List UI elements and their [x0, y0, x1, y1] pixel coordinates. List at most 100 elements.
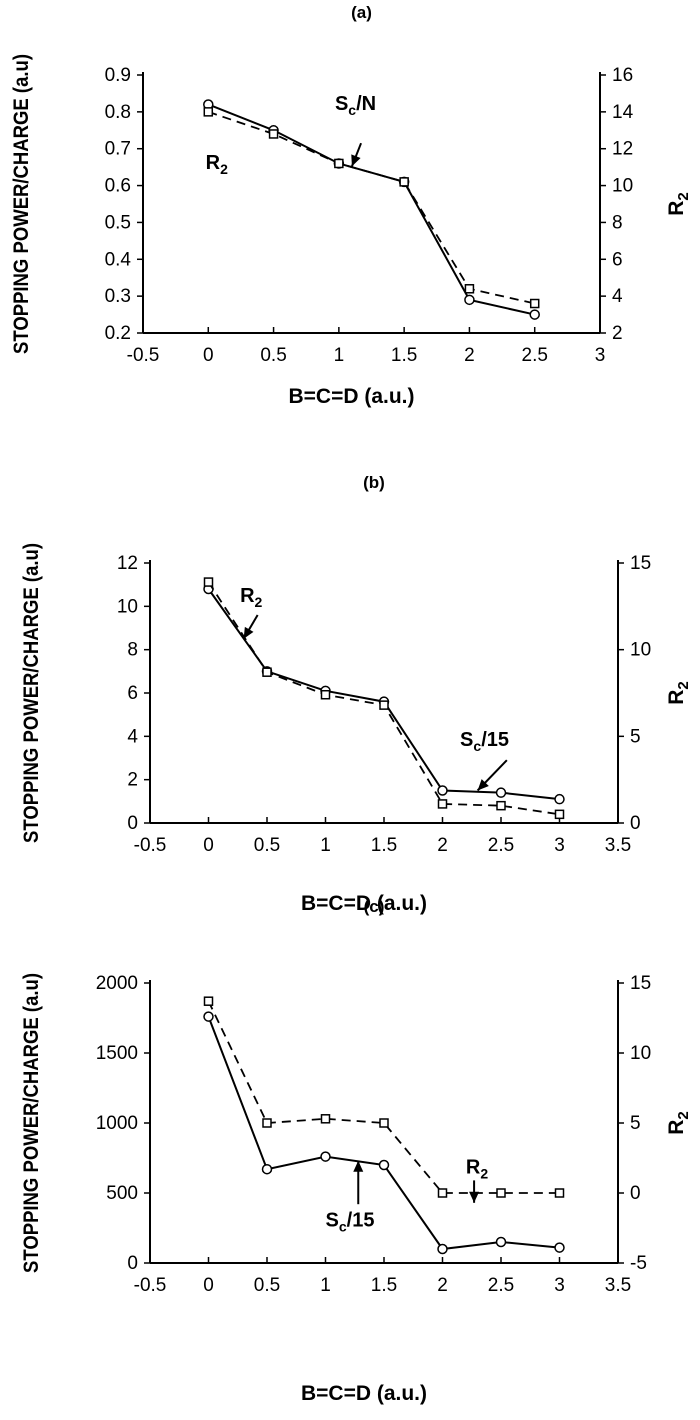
x-tick-label: 3	[554, 835, 565, 856]
chart-panel-2: (b)-0.5 0 0.5 1 1.5 2 2.5 3 3.5024681012051015B=…	[20, 473, 692, 915]
annotation-tail: /15	[347, 1210, 375, 1232]
annotation-tail: /15	[481, 729, 509, 751]
annotation-label: R2	[240, 585, 262, 610]
y-tick-label: 2000	[96, 973, 138, 994]
y-tick-label: 0.3	[105, 286, 131, 307]
panel-label: (c)	[364, 897, 385, 916]
y-tick-label: 2	[127, 770, 138, 791]
y-tick-label: 1000	[96, 1113, 138, 1134]
annotation-sub: c	[348, 102, 356, 118]
y2-tick-label: 6	[612, 249, 623, 270]
y2-tick-label: 0	[630, 1183, 641, 1204]
data-point-square	[437, 1188, 448, 1198]
y-tick-label: 0	[127, 1253, 138, 1274]
y-tick-label: 6	[127, 683, 138, 704]
data-point-circle	[554, 793, 565, 805]
y-tick-label: 500	[106, 1183, 138, 1204]
x-tick-label: 1	[320, 1275, 331, 1296]
y-tick-label: 0.9	[105, 65, 131, 86]
series-line-sc	[207, 588, 560, 801]
chart-panel-1: (a) -0.5 0 0.5 1 1.5 2 2.5 3 0.2 0.3 0.4 0.5 0.6 0.7 0.…	[10, 3, 692, 408]
data-point-square	[529, 298, 540, 309]
data-point-circle	[320, 1151, 331, 1162]
data-point-circle	[437, 1243, 448, 1255]
y-tick-label: 0.8	[105, 102, 131, 123]
annotation-main: R	[240, 585, 255, 607]
y2-axis-title: R2	[665, 681, 692, 705]
data-point-square	[554, 1188, 565, 1198]
y2-axis-title-main: R	[665, 1120, 688, 1135]
x-tick-label: 0.5	[254, 1275, 280, 1296]
y-tick-label: 0	[127, 813, 138, 834]
data-point-square	[203, 577, 214, 587]
annotation-label: Sc/15	[326, 1210, 375, 1235]
annotation-arrow-head	[477, 779, 489, 791]
x-tick-label: 0.5	[254, 835, 280, 856]
x-tick-label: 1	[320, 835, 331, 856]
data-point-circle	[464, 294, 475, 306]
data-point-square	[464, 284, 475, 294]
y-tick-label: 10	[117, 596, 138, 617]
x-tick-label: 0.5	[260, 345, 286, 366]
data-point-square	[554, 809, 565, 820]
data-point-square	[379, 700, 389, 710]
annotation-sub: c	[473, 738, 481, 754]
y2-tick-label: 10	[612, 176, 633, 197]
x-tick-label: 2.5	[488, 835, 514, 856]
annotation-label: Sc/15	[460, 729, 509, 754]
x-tick-label: 1.5	[371, 1275, 397, 1296]
series-line-sc	[207, 1016, 560, 1251]
y-axis-title: STOPPING POWER/CHARGE (a.u)	[20, 543, 43, 843]
annotation-sub: 2	[255, 594, 263, 610]
y2-axis-title: R2	[665, 192, 692, 216]
data-point-square	[496, 800, 506, 811]
y2-tick-label: -5	[630, 1253, 647, 1274]
x-tick-label: 3	[554, 1275, 565, 1296]
annotation-arrow-head	[243, 626, 254, 639]
panel-label: (b)	[363, 473, 385, 492]
y2-axis-title: R2	[665, 1111, 692, 1135]
x-tick-label: -0.5	[134, 1275, 167, 1296]
annotation-arrow-head	[351, 154, 361, 167]
annotation-sub: 2	[220, 161, 228, 177]
data-point-circle	[261, 1163, 273, 1175]
x-tick-label: 1.5	[391, 345, 417, 366]
data-point-circle	[437, 785, 448, 796]
x-tick-label: 3.5	[605, 1275, 631, 1296]
data-point-circle	[529, 309, 540, 320]
y2-tick-label: 10	[630, 1043, 651, 1064]
y-tick-label: 0.5	[105, 212, 131, 233]
data-point-circle	[495, 787, 507, 798]
data-point-square	[203, 107, 214, 117]
series-line-r2	[207, 111, 535, 305]
y-tick-label: 0.6	[105, 176, 131, 197]
y-tick-label: 8	[127, 640, 138, 661]
x-tick-label: 0	[203, 345, 214, 366]
y2-tick-label: 5	[630, 726, 641, 747]
annotation-main: S	[326, 1210, 339, 1232]
y-tick-label: 12	[117, 553, 138, 574]
x-tick-label: 1.5	[371, 835, 397, 856]
series-line-sc	[207, 103, 535, 316]
x-tick-label: -0.5	[127, 345, 160, 366]
x-tick-label: 2.5	[488, 1275, 514, 1296]
data-point-square	[262, 667, 272, 677]
y2-tick-label: 15	[630, 973, 651, 994]
x-tick-label: 2	[464, 345, 475, 366]
x-tick-label: 2.5	[522, 345, 548, 366]
data-point-circle	[203, 1011, 214, 1022]
y2-tick-label: 8	[612, 212, 623, 233]
x-tick-label: 0	[203, 1275, 214, 1296]
y-axis-title: STOPPING POWER/CHARGE (a.u)	[10, 54, 33, 354]
y2-axis-title-sub: 2	[675, 192, 692, 200]
x-tick-label: 2	[437, 1275, 448, 1296]
y2-axis-title-main: R	[665, 690, 688, 705]
data-point-square	[334, 158, 344, 169]
annotation-main: R	[466, 1156, 481, 1178]
y2-tick-label: 5	[630, 1113, 641, 1134]
data-point-circle	[495, 1236, 507, 1248]
y2-tick-label: 15	[630, 553, 651, 574]
y2-axis-title-sub: 2	[675, 681, 692, 689]
x-tick-label: 1	[334, 345, 345, 366]
